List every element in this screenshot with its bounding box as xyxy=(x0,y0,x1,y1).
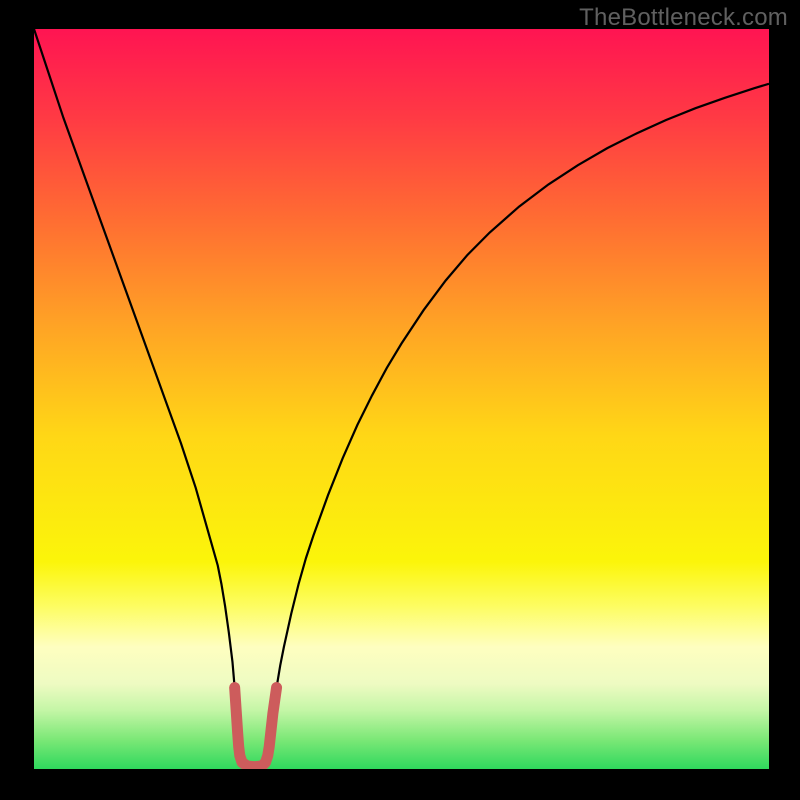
chart-plot xyxy=(34,29,769,769)
watermark-text: TheBottleneck.com xyxy=(579,4,788,32)
gradient-background xyxy=(34,29,769,769)
chart-root: TheBottleneck.com xyxy=(0,0,800,800)
